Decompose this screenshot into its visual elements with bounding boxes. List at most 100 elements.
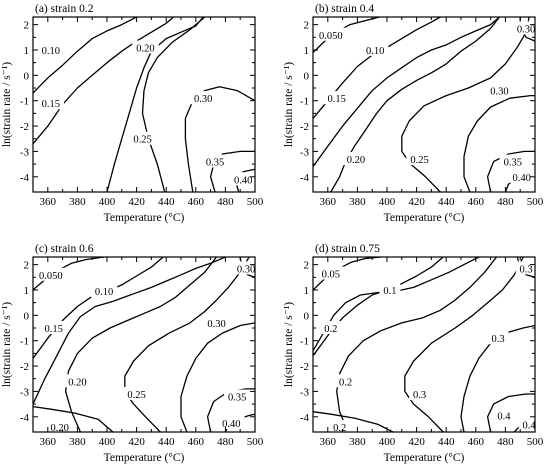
contour-label: 0.25 bbox=[133, 135, 151, 146]
contour-line-0.25 bbox=[141, 17, 206, 192]
x-tick-label: 400 bbox=[379, 196, 396, 208]
x-tick-label: 500 bbox=[247, 196, 264, 208]
contour-label-bg bbox=[329, 419, 351, 433]
y-axis-title: ln(strain rate / s⁻¹) bbox=[1, 302, 13, 387]
contour-label: 0.30 bbox=[207, 319, 225, 330]
y-tick-label: -3 bbox=[20, 146, 30, 158]
contour-label-bg bbox=[409, 386, 430, 400]
contour-label-bg bbox=[493, 408, 515, 422]
x-axis-title: Temperature (°C) bbox=[384, 452, 465, 464]
contour-label-bg bbox=[379, 282, 401, 296]
contour-label-bg bbox=[314, 27, 347, 41]
contour-lines bbox=[33, 257, 255, 432]
x-tick-label: 480 bbox=[217, 436, 234, 448]
contour-panel-2: (b) strain 0.4 0.050 0.10 0.15 0.20 0.25 0.30 0… bbox=[283, 3, 544, 224]
contour-panel-3: (c) strain 0.6 0.050 0.10 0.15 0.20 0.25 0.30 0… bbox=[1, 243, 264, 464]
contour-label: 0.10 bbox=[42, 46, 60, 57]
y-tick-label: -2 bbox=[300, 361, 309, 373]
contour-label-bg bbox=[37, 96, 64, 110]
contour-label: 0.2 bbox=[324, 324, 337, 335]
x-tick-label: 500 bbox=[527, 196, 544, 208]
x-tick-label: 460 bbox=[188, 436, 205, 448]
contour-label: 0.15 bbox=[42, 99, 60, 110]
contour-label-bg bbox=[123, 386, 150, 400]
x-tick-label: 380 bbox=[349, 436, 366, 448]
contour-label-bg bbox=[34, 267, 67, 281]
contour-label: 0.35 bbox=[206, 158, 224, 169]
y-axis-title: ln(strain rate / s⁻¹) bbox=[283, 62, 295, 147]
panel-title: (c) strain 0.6 bbox=[35, 243, 94, 255]
contour-label: 0.20 bbox=[136, 43, 154, 54]
panel-title: (d) strain 0.75 bbox=[315, 243, 380, 255]
y-tick-label: -1 bbox=[300, 96, 309, 108]
x-tick-label: 360 bbox=[40, 436, 57, 448]
contour-label-bg bbox=[64, 374, 91, 388]
y-tick-label: -4 bbox=[20, 412, 30, 424]
contour-label: 0.1 bbox=[383, 286, 396, 297]
contour-label: 0.20 bbox=[347, 155, 365, 166]
plot-frame bbox=[32, 256, 256, 433]
contour-label-bg bbox=[37, 42, 64, 56]
contour-label: 0.20 bbox=[68, 377, 86, 388]
panel-title: (b) strain 0.4 bbox=[315, 3, 374, 15]
contour-label-bg bbox=[320, 321, 342, 335]
contour-label: 0.40 bbox=[512, 173, 530, 184]
contour-label-bg bbox=[90, 284, 118, 298]
contour-line-0.30 bbox=[180, 322, 255, 432]
x-tick-label: 460 bbox=[468, 196, 485, 208]
x-tick-label: 420 bbox=[408, 196, 425, 208]
y-tick-label: 2 bbox=[24, 260, 30, 272]
y-tick-label: 1 bbox=[24, 285, 30, 297]
contour-line-0.25 bbox=[124, 257, 250, 432]
contour-label: 0.35 bbox=[504, 158, 522, 169]
x-tick-label: 400 bbox=[99, 196, 116, 208]
y-tick-label: -3 bbox=[20, 386, 30, 398]
plot-frame bbox=[312, 256, 536, 433]
contour-label-bg bbox=[406, 152, 433, 166]
contour-label: 0.40 bbox=[222, 419, 240, 430]
plot-frame bbox=[32, 16, 256, 193]
x-tick-label: 480 bbox=[497, 196, 514, 208]
contour-label: 0.4 bbox=[523, 420, 537, 431]
y-tick-label: 0 bbox=[304, 70, 310, 82]
y-tick-label: 2 bbox=[24, 20, 30, 32]
contour-label: 0.05 bbox=[322, 269, 340, 280]
contour-line-0.30 bbox=[463, 94, 535, 192]
contour-line-0.050 bbox=[33, 257, 105, 291]
contour-label: 0.050 bbox=[319, 31, 343, 42]
contour-label-bg bbox=[335, 374, 356, 388]
y-tick-label: 2 bbox=[304, 20, 310, 32]
contour-label: 0.15 bbox=[327, 94, 345, 105]
contour-label: 0.10 bbox=[366, 46, 384, 57]
contour-line-0.20 bbox=[106, 17, 204, 192]
contour-line-0.20 bbox=[33, 405, 114, 432]
contour-label: 0.3 bbox=[413, 390, 426, 401]
contour-label: 0.10 bbox=[95, 287, 113, 298]
contour-label: 0.35 bbox=[228, 392, 246, 403]
y-tick-label: -1 bbox=[20, 96, 29, 108]
contour-line-0.20 bbox=[64, 257, 218, 432]
contour-label-bg bbox=[46, 419, 73, 433]
x-tick-label: 460 bbox=[468, 436, 485, 448]
y-axis-title: ln(strain rate / s⁻¹) bbox=[1, 62, 13, 147]
x-tick-label: 420 bbox=[408, 436, 425, 448]
contour-line-0.2 bbox=[336, 257, 498, 432]
x-tick-label: 420 bbox=[128, 436, 145, 448]
contour-line-0.15 bbox=[33, 257, 227, 405]
contour-label-bg bbox=[508, 169, 535, 183]
contour-label-bg bbox=[129, 131, 156, 145]
x-axis-title: Temperature (°C) bbox=[104, 452, 185, 464]
y-tick-label: -3 bbox=[300, 386, 310, 398]
contour-label-bg bbox=[323, 91, 350, 105]
x-tick-label: 500 bbox=[527, 436, 544, 448]
contour-line-0.05 bbox=[313, 257, 382, 291]
contour-label: 0.25 bbox=[127, 390, 145, 401]
contour-line-0.15 bbox=[313, 17, 501, 168]
y-tick-label: -4 bbox=[300, 412, 310, 424]
contour-line-0.4 bbox=[486, 393, 535, 432]
x-tick-label: 380 bbox=[349, 196, 366, 208]
contour-label-bg bbox=[342, 152, 370, 166]
x-tick-label: 360 bbox=[320, 436, 337, 448]
